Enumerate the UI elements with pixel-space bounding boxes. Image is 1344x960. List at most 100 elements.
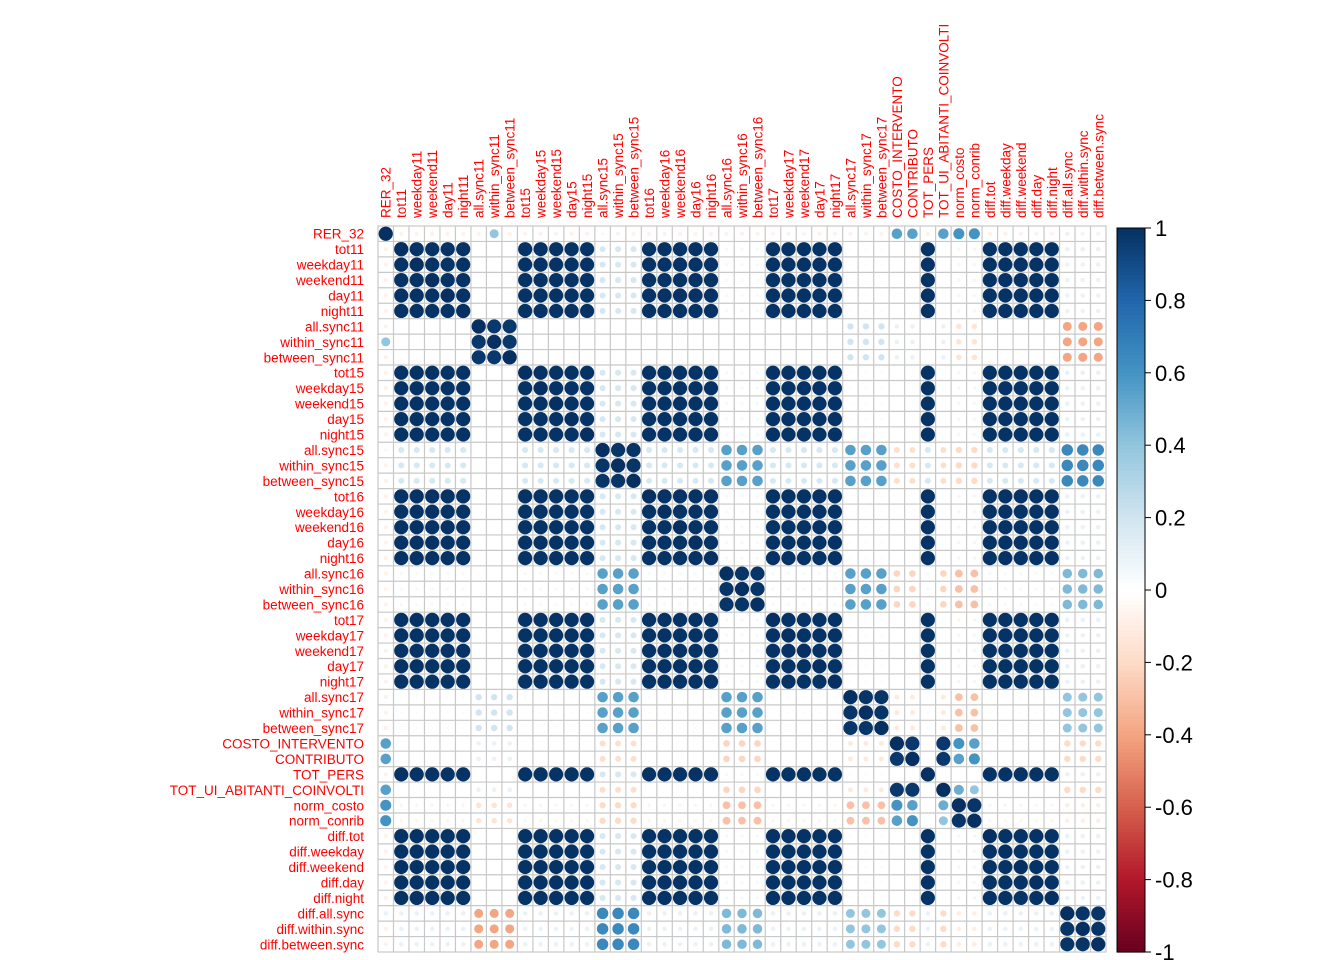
corr-circle-diff.night-x-between_sync16	[755, 896, 760, 900]
corr-circle-between_sync17-x-between_sync11	[506, 724, 513, 732]
col-label-between_sync11: between_sync11	[503, 118, 518, 218]
corr-circle-day16-x-night16	[703, 535, 719, 550]
corr-circle-diff.weekend-x-weekend15	[549, 859, 564, 875]
corr-circle-tot15-x-tot17	[765, 365, 781, 380]
corr-circle-norm_costo-x-night17	[833, 803, 837, 807]
corr-circle-night16-x-tot15	[518, 551, 533, 566]
corr-circle-diff.between.sync-x-night16	[708, 942, 714, 947]
colorbar-segment	[1117, 908, 1145, 913]
corr-circle-weekday16-x-diff.all.sync	[1065, 509, 1070, 515]
row-label-diff.within.sync: diff.within.sync	[276, 922, 364, 937]
corr-circle-norm_costo-x-all.sync16	[722, 801, 731, 810]
corr-circle-tot11-x-tot11	[394, 242, 409, 257]
corr-circle-within_sync17-x-RER_32	[383, 710, 388, 715]
colorbar-tick-label: 0.2	[1155, 506, 1186, 531]
corr-circle-norm_costo-x-diff.all.sync	[1065, 803, 1070, 808]
corr-circle-norm_costo-x-night11	[461, 803, 465, 807]
corr-circle-weekday11-x-diff.tot	[982, 257, 997, 272]
corr-circle-day17-x-weekday15	[533, 659, 548, 674]
corr-circle-diff.all.sync-x-within_sync11	[489, 908, 499, 918]
corr-circle-all.sync15-x-weekend16	[677, 446, 684, 453]
colorbar-segment	[1117, 456, 1145, 461]
corr-circle-diff.night-x-tot17	[765, 890, 781, 906]
corr-circle-within_sync17-x-all.sync11	[475, 709, 482, 716]
corr-circle-weekend17-x-weekend11	[425, 643, 440, 658]
corr-circle-all.sync17-x-between_sync11	[506, 693, 513, 701]
colorbar-tick-label: -0.6	[1155, 795, 1193, 820]
corr-circle-norm_conrib-x-diff.night	[1050, 818, 1054, 823]
corr-circle-night17-x-day16	[688, 674, 703, 689]
corr-circle-weekday16-x-RER_32	[383, 509, 388, 514]
corr-circle-weekend16-x-RER_32	[383, 525, 388, 530]
corr-circle-weekend11-x-all.sync16	[724, 278, 729, 282]
row-label-norm_conrib: norm_conrib	[289, 814, 364, 829]
corr-circle-weekday17-x-day11	[440, 628, 455, 643]
corr-circle-diff.within.sync-x-night11	[460, 926, 466, 932]
corr-circle-diff.all.sync-x-weekday11	[414, 911, 419, 916]
corr-circle-all.sync17-x-night16	[709, 695, 713, 699]
corr-circle-day11-x-RER_32	[383, 293, 388, 298]
corr-circle-within_sync17-x-day16	[694, 711, 697, 714]
corr-circle-within_sync17-x-weekend11	[430, 711, 434, 714]
corr-circle-diff.night-x-weekday17	[781, 890, 796, 906]
corr-circle-weekend16-x-weekend15	[549, 520, 564, 535]
corr-circle-within_sync11-x-all.sync11	[471, 334, 486, 349]
corr-circle-diff.between.sync-x-diff.day	[1034, 942, 1039, 947]
corr-circle-diff.tot-x-weekday17	[781, 829, 796, 844]
corr-circle-weekday11-x-between_sync17	[880, 263, 883, 266]
corr-circle-weekday11-x-weekday17	[781, 257, 796, 272]
corr-circle-tot16-x-weekday15	[533, 489, 548, 504]
colorbar-segment	[1117, 868, 1145, 873]
corr-circle-diff.within.sync-x-tot16	[646, 926, 652, 932]
corr-circle-day15-x-weekend11	[425, 411, 440, 427]
corr-circle-day17-x-day11	[440, 659, 455, 674]
row-label-night17: night17	[320, 675, 364, 690]
corr-circle-tot11-x-day11	[440, 242, 455, 257]
corr-circle-diff.night-x-TOT_PERS	[920, 890, 935, 906]
corr-circle-day15-x-diff.night	[1044, 411, 1059, 427]
corr-circle-night16-x-day15	[564, 551, 579, 566]
corr-circle-diff.within.sync-x-norm_conrib	[972, 926, 977, 932]
corr-circle-all.sync16-x-diff.day	[1034, 571, 1038, 576]
corr-circle-between_sync16-x-between_sync17	[876, 599, 887, 610]
corr-circle-norm_costo-x-weekend15	[554, 803, 558, 807]
colorbar-segment	[1117, 843, 1145, 848]
corr-circle-within_sync15-x-weekend11	[429, 462, 436, 469]
corr-circle-TOT_PERS-x-between_sync17	[880, 773, 883, 776]
corr-circle-diff.between.sync-x-day16	[693, 942, 698, 947]
corr-circle-diff.within.sync-x-weekend17	[801, 926, 807, 932]
corr-circle-weekday16-x-night11	[456, 504, 471, 519]
corr-circle-day11-x-diff.between.sync	[1096, 293, 1101, 298]
corr-circle-day15-x-weekend16	[672, 411, 688, 427]
corr-circle-weekend16-x-day15	[564, 520, 579, 535]
corr-circle-diff.weekend-x-weekend16	[672, 859, 688, 875]
corr-circle-between_sync16-x-diff.night	[1050, 602, 1054, 607]
corr-circle-all.sync17-x-TOT_UI_ABITANTI_COINVOLTI	[940, 694, 946, 700]
col-label-between_sync16: between_sync16	[750, 117, 765, 218]
colorbar-segment	[1117, 705, 1145, 711]
corr-circle-weekend11-x-weekday11	[409, 272, 424, 288]
corr-circle-tot15-x-diff.night	[1044, 365, 1059, 380]
corr-circle-weekday11-x-within_sync16	[740, 263, 744, 267]
corr-circle-norm_conrib-x-weekday11	[414, 818, 419, 823]
colorbar-segment	[1117, 814, 1145, 819]
corr-circle-tot15-x-tot16	[641, 365, 657, 380]
corr-circle-diff.between.sync-x-between_sync15	[627, 938, 640, 951]
col-label-night11: night11	[456, 175, 471, 218]
colorbar-segment	[1117, 872, 1145, 877]
corr-circle-diff.weekday-x-diff.between.sync	[1096, 849, 1101, 854]
corr-circle-day11-x-weekend17	[796, 288, 812, 303]
corr-circle-diff.within.sync-x-tot17	[770, 926, 776, 932]
corr-circle-RER_32-x-weekday15	[538, 231, 543, 236]
corr-circle-between_sync16-x-between_sync16	[750, 597, 765, 612]
colorbar-segment	[1117, 608, 1145, 613]
corr-circle-all.sync11-x-TOT_UI_ABITANTI_COINVOLTI	[941, 324, 946, 329]
corr-circle-day15-x-diff.weekday	[998, 411, 1013, 427]
corr-circle-within_sync15-x-night17	[831, 462, 838, 469]
col-label-day16: day16	[689, 181, 704, 218]
corr-circle-all.sync17-x-tot16	[647, 695, 651, 699]
corr-circle-tot17-x-tot17	[765, 612, 781, 628]
corr-circle-norm_conrib-x-tot16	[647, 818, 651, 823]
corr-circle-within_sync16-x-diff.night	[1050, 587, 1054, 591]
corr-circle-night16-x-weekend16	[672, 551, 688, 566]
